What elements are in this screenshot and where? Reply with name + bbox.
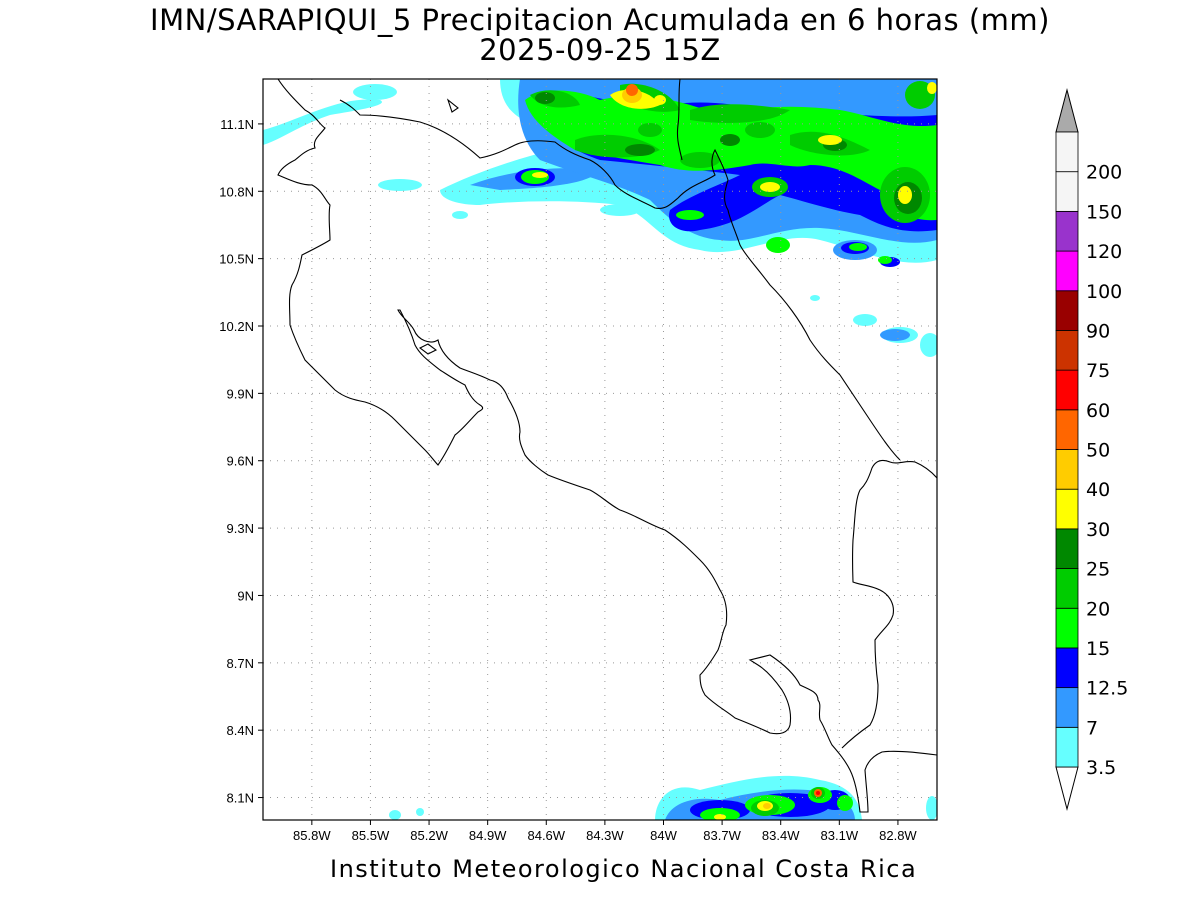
- lat-tick-label: 10.2N: [219, 319, 254, 334]
- colorbar-swatch: [1055, 330, 1079, 371]
- footer-credit: Instituto Meteorologico Nacional Costa R…: [330, 855, 918, 883]
- lat-tick-label: 10.8N: [219, 184, 254, 199]
- precipitation-field: [263, 79, 937, 820]
- lon-tick-label: 83.7W: [703, 828, 741, 843]
- coastlines: [277, 79, 937, 813]
- colorbar-level-label: 60: [1086, 400, 1110, 422]
- colorbar-level-label: 120: [1086, 241, 1122, 263]
- colorbar-swatch: [1055, 726, 1079, 768]
- colorbar-max-arrow: [1055, 88, 1079, 133]
- lon-tick-label: 85.8W: [293, 828, 331, 843]
- map-grid: [263, 79, 937, 820]
- colorbar-swatch: [1055, 607, 1079, 649]
- map-title: IMN/SARAPIQUI_5 Precipitacion Acumulada …: [150, 3, 1050, 37]
- lat-tick-label: 8.4N: [227, 723, 254, 738]
- colorbar-level-label: 15: [1086, 638, 1110, 660]
- lon-tick-label: 84.3W: [586, 828, 624, 843]
- colorbar-level-label: 25: [1086, 559, 1110, 581]
- colorbar-swatch: [1055, 409, 1079, 450]
- lat-tick-label: 10.5N: [219, 252, 254, 267]
- colorbar-level-label: 50: [1086, 440, 1110, 462]
- colorbar-level-label: 12.5: [1086, 678, 1128, 700]
- colorbar-level-label: 20: [1086, 598, 1110, 620]
- colorbar-swatch: [1055, 369, 1079, 411]
- lon-tick-label: 85.2W: [410, 828, 448, 843]
- lon-tick-label: 83.4W: [762, 828, 800, 843]
- colorbar-min-arrow: [1055, 766, 1079, 811]
- lat-tick-label: 9N: [237, 588, 254, 603]
- map-datetime: 2025-09-25 15Z: [479, 33, 721, 67]
- lon-tick-label: 83.1W: [821, 828, 859, 843]
- lat-tick-label: 9.9N: [227, 386, 254, 401]
- colorbar-level-label: 150: [1086, 201, 1122, 223]
- colorbar-swatch: [1055, 568, 1079, 609]
- colorbar-level-label: 30: [1086, 519, 1110, 541]
- colorbar-level-label: 75: [1086, 360, 1110, 382]
- colorbar-swatch: [1055, 488, 1079, 530]
- colorbar-level-label: 90: [1086, 320, 1110, 342]
- lon-tick-label: 82.8W: [879, 828, 917, 843]
- lon-tick-label: 84.6W: [527, 828, 565, 843]
- lon-tick-label: 85.5W: [352, 828, 390, 843]
- colorbar-swatch: [1055, 290, 1079, 331]
- plot-frame: [262, 78, 938, 821]
- colorbar-level-label: 100: [1086, 281, 1122, 303]
- colorbar-swatch: [1055, 687, 1079, 728]
- colorbar-swatch: [1055, 647, 1079, 689]
- colorbar-swatch: [1055, 250, 1079, 292]
- colorbar-swatch: [1055, 131, 1079, 173]
- colorbar-swatch: [1055, 171, 1079, 212]
- colorbar-level-label: 40: [1086, 479, 1110, 501]
- colorbar-swatch: [1055, 528, 1079, 569]
- colorbar-swatch: [1055, 449, 1079, 490]
- colorbar-swatch: [1055, 210, 1079, 252]
- lat-tick-label: 9.6N: [227, 454, 254, 469]
- longitude-axis: 85.8W 85.5W 85.2W 84.9W 84.6W 84.3W 84W 83.7W 83…: [293, 820, 917, 843]
- lat-tick-label: 8.1N: [227, 791, 254, 806]
- lon-tick-label: 84.9W: [469, 828, 507, 843]
- lat-tick-label: 9.3N: [227, 521, 254, 536]
- colorbar-legend: 3.5 7 12.5 15 20 25 30 40 50 60 75 90 100 120 150 200: [1055, 88, 1128, 811]
- colorbar-level-label: 7: [1086, 717, 1098, 739]
- colorbar-level-label: 200: [1086, 162, 1122, 184]
- colorbar-level-label: 3.5: [1086, 757, 1116, 779]
- lon-tick-label: 84W: [650, 828, 677, 843]
- lat-tick-label: 11.1N: [220, 117, 254, 132]
- latitude-axis: 8.1N 8.4N 8.7N 9N 9.3N 9.6N 9.9N 10.2N 10.5N 10.8…: [219, 117, 263, 806]
- lat-tick-label: 8.7N: [227, 656, 254, 671]
